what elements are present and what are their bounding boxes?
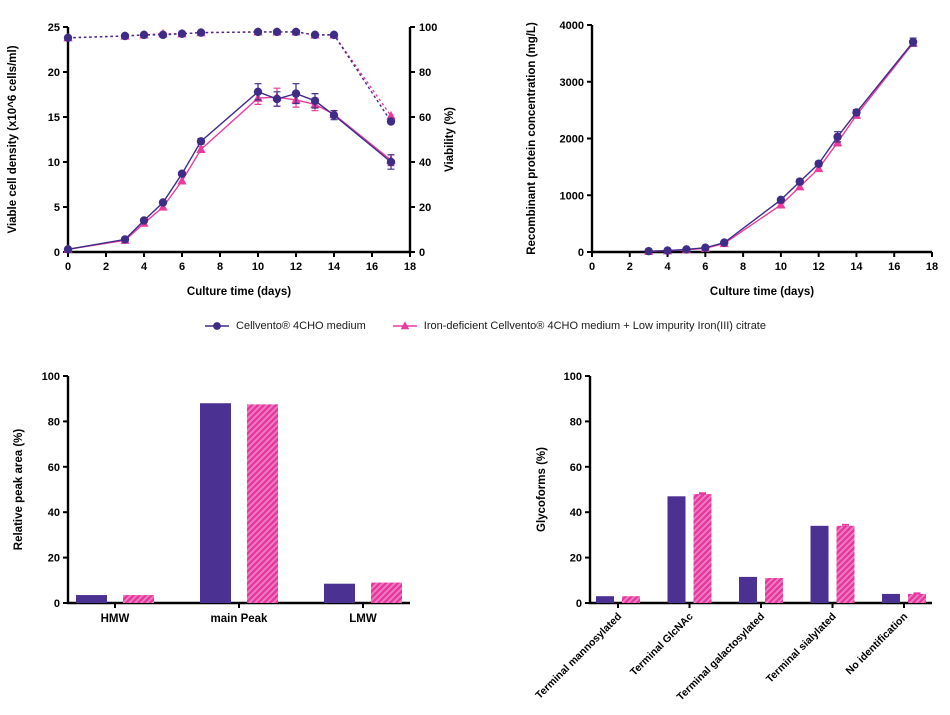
- svg-text:80: 80: [48, 416, 60, 428]
- svg-text:0: 0: [54, 598, 60, 610]
- svg-text:Viable cell density (x10^6 cel: Viable cell density (x10^6 cells/ml): [7, 45, 19, 233]
- series-bars: [123, 404, 402, 603]
- axes: 0 5 10 15 20 25 0 20 40 60 80 100 0 2 4 6 8 10 12 14 16 18 Cul…: [7, 22, 456, 298]
- svg-text:80: 80: [570, 416, 582, 428]
- svg-text:6: 6: [179, 261, 185, 273]
- series-bars: [596, 496, 900, 603]
- svg-text:20: 20: [48, 553, 60, 565]
- series-line: [644, 37, 918, 256]
- svg-text:4000: 4000: [560, 20, 584, 32]
- plot-area: 0 20 40 60 80 100 HMW main Peak LMW Relative peak…: [13, 371, 410, 625]
- svg-text:1000: 1000: [560, 190, 584, 202]
- svg-text:40: 40: [570, 507, 582, 519]
- plot-area: 0 5 10 15 20 25 0 20 40 60 80 100 0 2 4 6 8 10 12 14 16 18 Cul…: [7, 22, 456, 298]
- svg-text:HMW: HMW: [101, 613, 130, 625]
- chart-relative-peak-area: 0 20 40 60 80 100 HMW main Peak LMW Relative peak…: [13, 371, 410, 625]
- svg-text:5: 5: [54, 202, 60, 214]
- svg-text:6: 6: [702, 261, 708, 273]
- legend-item-cellvento: Cellvento® 4CHO medium: [204, 320, 366, 332]
- svg-text:Terminal GlcNAc: Terminal GlcNAc: [628, 611, 696, 679]
- svg-text:0: 0: [589, 261, 595, 273]
- svg-text:60: 60: [419, 112, 431, 124]
- svg-text:14: 14: [850, 261, 863, 273]
- svg-text:2000: 2000: [560, 134, 584, 146]
- svg-text:0: 0: [419, 247, 425, 259]
- svg-text:100: 100: [42, 371, 60, 383]
- svg-text:4: 4: [664, 261, 671, 273]
- svg-text:Terminal mannosylated: Terminal mannosylated: [533, 611, 624, 702]
- series-line: [63, 83, 396, 254]
- svg-text:LMW: LMW: [349, 613, 377, 625]
- circle-marker-icon: [205, 322, 230, 330]
- series-line: [644, 38, 918, 255]
- svg-text:100: 100: [564, 371, 582, 383]
- chart-vcd-viability: 0 5 10 15 20 25 0 20 40 60 80 100 0 2 4 6 8 10 12 14 16 18 Cul…: [7, 22, 456, 298]
- svg-text:100: 100: [419, 22, 437, 34]
- svg-text:No identification: No identification: [843, 611, 910, 678]
- svg-text:10: 10: [775, 261, 787, 273]
- svg-text:Viability (%): Viability (%): [444, 107, 456, 172]
- svg-text:80: 80: [419, 67, 431, 79]
- svg-text:0: 0: [576, 598, 582, 610]
- series-line: [63, 87, 396, 253]
- svg-text:0: 0: [54, 247, 60, 259]
- svg-text:4: 4: [141, 261, 148, 273]
- svg-text:60: 60: [570, 462, 582, 474]
- svg-text:Terminal sialylated: Terminal sialylated: [764, 611, 839, 686]
- plot-area: 0 1000 2000 3000 4000 0 2 4 6 8 10 12 14 16 18 Culture …: [526, 20, 938, 298]
- svg-text:3000: 3000: [560, 77, 584, 89]
- svg-text:Glycoforms (%): Glycoforms (%): [536, 447, 548, 532]
- svg-text:12: 12: [290, 261, 302, 273]
- svg-text:40: 40: [48, 507, 60, 519]
- svg-text:20: 20: [419, 202, 431, 214]
- svg-text:8: 8: [217, 261, 223, 273]
- svg-text:40: 40: [419, 157, 431, 169]
- svg-text:0: 0: [578, 247, 584, 259]
- axes: 0 1000 2000 3000 4000 0 2 4 6 8 10 12 14 16 18 Culture …: [526, 20, 938, 298]
- svg-text:8: 8: [740, 261, 746, 273]
- svg-text:15: 15: [48, 112, 60, 124]
- svg-text:16: 16: [366, 261, 378, 273]
- svg-text:2: 2: [103, 261, 109, 273]
- svg-text:10: 10: [48, 157, 60, 169]
- svg-text:14: 14: [328, 261, 341, 273]
- svg-text:12: 12: [813, 261, 825, 273]
- legend-label: Cellvento® 4CHO medium: [236, 320, 366, 332]
- svg-text:0: 0: [65, 261, 71, 273]
- svg-text:20: 20: [570, 553, 582, 565]
- svg-text:2: 2: [627, 261, 633, 273]
- svg-text:10: 10: [252, 261, 264, 273]
- series-line: [63, 26, 396, 120]
- svg-text:16: 16: [888, 261, 900, 273]
- series-line: [63, 27, 396, 126]
- legend: Cellvento® 4CHO medium Iron-deficient Ce…: [60, 317, 910, 335]
- legend-item-iron-deficient: Iron-deficient Cellvento® 4CHO medium + …: [392, 320, 766, 332]
- triangle-marker-icon: [392, 321, 417, 330]
- series-bars: [622, 492, 926, 603]
- svg-text:18: 18: [926, 261, 938, 273]
- svg-text:20: 20: [48, 67, 60, 79]
- legend-label: Iron-deficient Cellvento® 4CHO medium + …: [423, 320, 766, 332]
- series-bars: [76, 403, 355, 603]
- svg-text:60: 60: [48, 462, 60, 474]
- svg-text:25: 25: [48, 22, 60, 34]
- svg-text:18: 18: [404, 261, 416, 273]
- axes: 0 20 40 60 80 100 HMW main Peak LMW Relative peak…: [13, 371, 410, 625]
- svg-text:Culture time (days): Culture time (days): [710, 286, 814, 298]
- svg-text:Recombinant protein concentrat: Recombinant protein concentration (mg/L): [526, 22, 538, 255]
- svg-text:Culture time (days): Culture time (days): [187, 286, 291, 298]
- svg-text:Relative peak area (%): Relative peak area (%): [13, 429, 25, 551]
- svg-text:main Peak: main Peak: [211, 613, 268, 625]
- chart-protein-concentration: 0 1000 2000 3000 4000 0 2 4 6 8 10 12 14 16 18 Culture …: [526, 20, 938, 298]
